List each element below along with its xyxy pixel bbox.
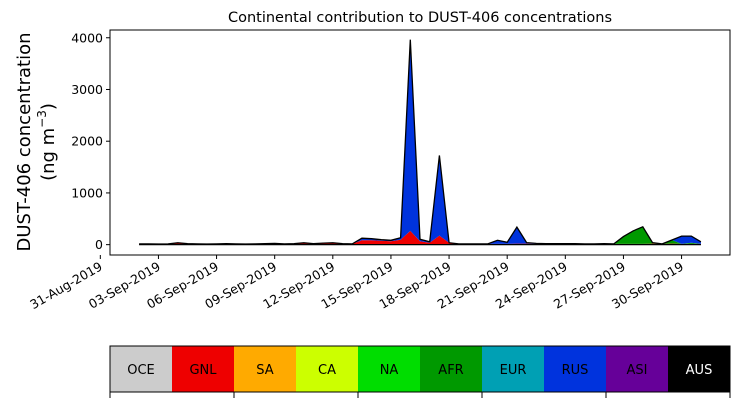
y-axis-label: DUST-406 concentration (ng m−3) (14, 32, 59, 251)
y-tick-label: 3000 (71, 82, 103, 97)
y-axis-unit-close: ) (38, 103, 59, 110)
colorbar-label: SA (256, 363, 273, 378)
y-tick-label: 0 (95, 237, 103, 252)
y-tick-label: 1000 (71, 185, 103, 200)
x-axis: 31-Aug-201903-Sep-201906-Sep-201909-Sep-… (27, 255, 686, 312)
colorbar-label: ASI (627, 363, 648, 378)
y-axis-unit-exponent: −3 (35, 110, 49, 128)
colorbar-label: EUR (500, 363, 527, 378)
colorbar-label: NA (380, 363, 399, 378)
colorbar-label: OCE (127, 363, 155, 378)
colorbar-label: AUS (686, 363, 713, 378)
area-rus (139, 40, 701, 244)
y-tick-label: 2000 (71, 134, 103, 149)
y-axis: 0 1000 2000 3000 4000 (71, 30, 110, 252)
colorbar-legend: OCE GNL SA CA NA AFR EUR RUS ASI AUS (110, 346, 730, 398)
colorbar-label: GNL (189, 363, 217, 378)
chart-title: Continental contribution to DUST-406 con… (228, 10, 612, 26)
plot-area (139, 40, 701, 245)
y-axis-label-line2: (ng m−3) (35, 103, 59, 181)
y-axis-unit-text: (ng m (38, 128, 59, 181)
y-axis-label-line1: DUST-406 concentration (14, 32, 35, 251)
y-tick-label: 4000 (71, 30, 103, 45)
colorbar-label: AFR (438, 363, 463, 378)
total-outline (139, 40, 701, 244)
colorbar-label: RUS (562, 363, 589, 378)
colorbar-label: CA (318, 363, 336, 378)
plot-frame (110, 30, 730, 255)
